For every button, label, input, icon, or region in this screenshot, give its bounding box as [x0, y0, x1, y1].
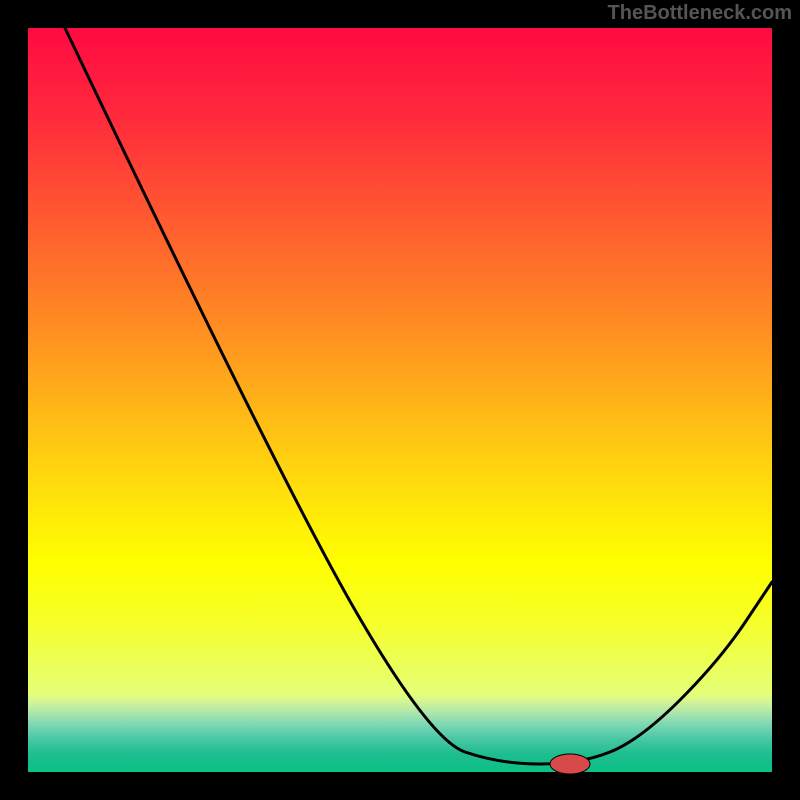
chart-container: TheBottleneck.com	[0, 0, 800, 800]
bottleneck-chart	[0, 0, 800, 800]
watermark-text: TheBottleneck.com	[608, 2, 792, 25]
chart-plot-area	[28, 28, 772, 772]
optimal-marker	[550, 754, 590, 774]
